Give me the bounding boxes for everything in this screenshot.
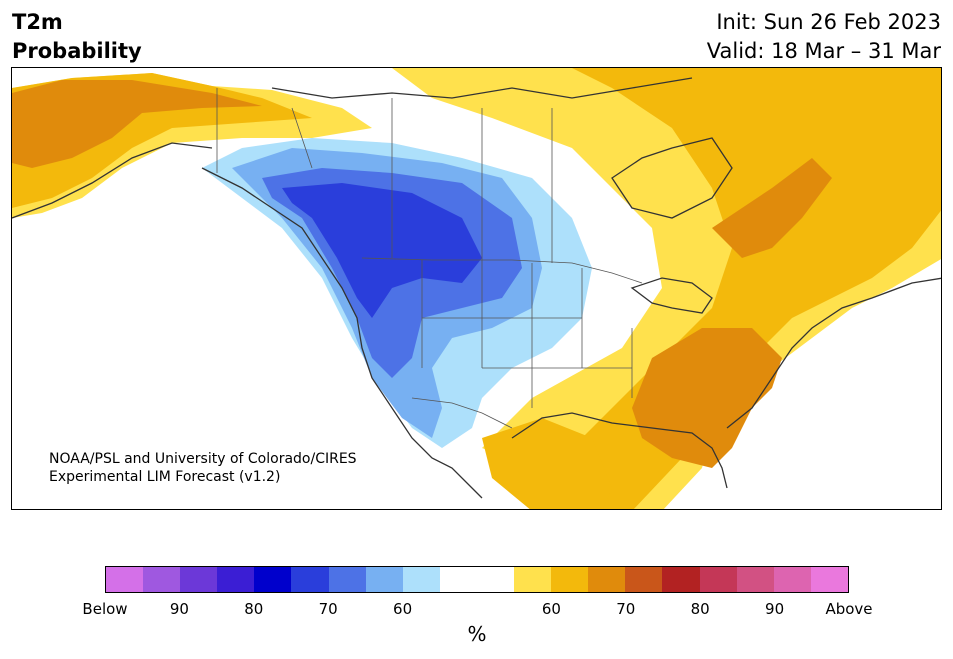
colorbar-segment bbox=[736, 567, 774, 592]
colorbar-segment bbox=[106, 567, 144, 592]
plot-title: T2m Probability bbox=[12, 8, 142, 66]
coastline-gulf bbox=[511, 412, 728, 489]
canada-us-border bbox=[361, 257, 643, 284]
colorbar-segment bbox=[439, 567, 477, 592]
colorbar-segment bbox=[514, 567, 552, 592]
state-lines bbox=[421, 260, 633, 408]
colorbar-segment bbox=[551, 567, 589, 592]
probability-fields bbox=[12, 68, 941, 509]
date-info: Init: Sun 26 Feb 2023 Valid: 18 Mar – 31… bbox=[707, 8, 941, 66]
colorbar-segment bbox=[810, 567, 848, 592]
colorbar-tick-label: 90 bbox=[169, 600, 189, 618]
colorbar bbox=[105, 566, 849, 593]
coastline-east bbox=[726, 277, 941, 429]
valid-dates: Valid: 18 Mar – 31 Mar bbox=[706, 39, 941, 63]
coastline-west bbox=[201, 167, 483, 499]
us-mexico-border bbox=[411, 397, 513, 429]
coastline-hudson bbox=[611, 137, 733, 219]
colorbar-tick-label: 90 bbox=[765, 600, 785, 618]
coastlines bbox=[12, 77, 941, 499]
colorbar-tick-label: Above bbox=[825, 600, 873, 618]
colorbar-tick-label: 70 bbox=[616, 600, 636, 618]
political-borders bbox=[216, 88, 643, 429]
credit-line-1: NOAA/PSL and University of Colorado/CIRE… bbox=[49, 451, 357, 467]
province-lines bbox=[291, 98, 553, 263]
great-lakes bbox=[630, 277, 713, 314]
map-canvas bbox=[12, 68, 941, 509]
colorbar-segment bbox=[180, 567, 218, 592]
init-date: Init: Sun 26 Feb 2023 bbox=[716, 10, 941, 34]
colorbar-segment bbox=[476, 567, 515, 592]
colorbar-tick-label: 60 bbox=[541, 600, 561, 618]
forecast-map bbox=[11, 67, 942, 510]
coastline-alaska bbox=[12, 142, 213, 219]
colorbar-segment bbox=[254, 567, 292, 592]
field-east-gold bbox=[532, 68, 941, 509]
colorbar-segment bbox=[625, 567, 663, 592]
field-southeast-orange bbox=[632, 328, 782, 468]
colorbar-segment bbox=[365, 567, 403, 592]
colorbar-tick-label: 80 bbox=[244, 600, 264, 618]
colorbar-segment bbox=[217, 567, 255, 592]
colorbar-segment bbox=[402, 567, 440, 592]
field-alaska-orange bbox=[12, 80, 262, 168]
coastline-arctic bbox=[271, 77, 693, 99]
colorbar-tick-label: Below bbox=[82, 600, 128, 618]
colorbar-segment bbox=[662, 567, 700, 592]
colorbar-tick-label: 60 bbox=[393, 600, 413, 618]
field-mexico-gold bbox=[482, 418, 612, 509]
colorbar-segment bbox=[291, 567, 329, 592]
colorbar-segment bbox=[699, 567, 737, 592]
colorbar-unit: % bbox=[467, 622, 487, 646]
colorbar-tick-label: 80 bbox=[690, 600, 710, 618]
subtitle-label: Probability bbox=[12, 39, 142, 63]
colorbar-segment bbox=[143, 567, 181, 592]
credit-line-2: Experimental LIM Forecast (v1.2) bbox=[49, 469, 281, 485]
colorbar-segment bbox=[773, 567, 811, 592]
colorbar-tick-label: 70 bbox=[318, 600, 338, 618]
field-east-orange bbox=[712, 158, 832, 258]
colorbar-segment bbox=[328, 567, 366, 592]
colorbar-segment bbox=[588, 567, 626, 592]
variable-label: T2m bbox=[12, 10, 63, 34]
credit-text: NOAA/PSL and University of Colorado/CIRE… bbox=[49, 450, 357, 486]
field-west-darkblue bbox=[282, 183, 482, 318]
